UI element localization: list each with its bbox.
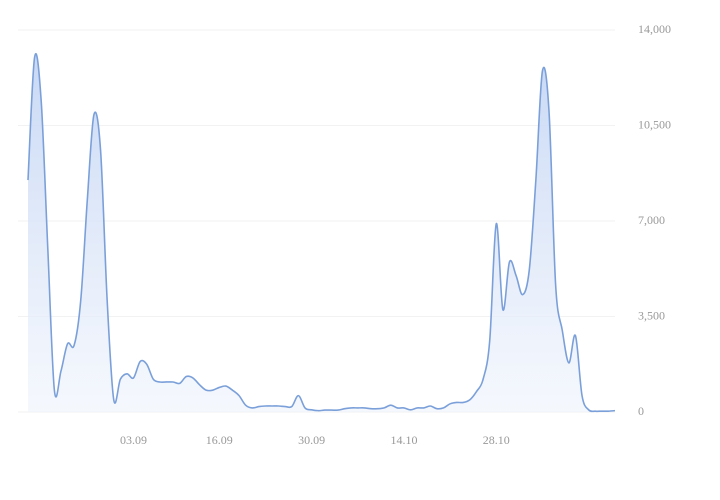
area-fill [28,53,615,412]
x-tick-label: 28.10 [483,433,510,447]
x-tick-label: 30.09 [298,433,325,447]
y-tick-label: 0 [638,404,644,418]
y-tick-label: 7,000 [638,213,665,227]
x-tick-label: 16.09 [206,433,233,447]
area-line [27,53,616,413]
y-tick-label: 10,500 [638,117,671,131]
x-tick-label: 03.09 [120,433,147,447]
x-tick-label: 14.10 [390,433,417,447]
y-tick-label: 14,000 [638,22,671,36]
y-tick-label: 3,500 [638,308,665,322]
